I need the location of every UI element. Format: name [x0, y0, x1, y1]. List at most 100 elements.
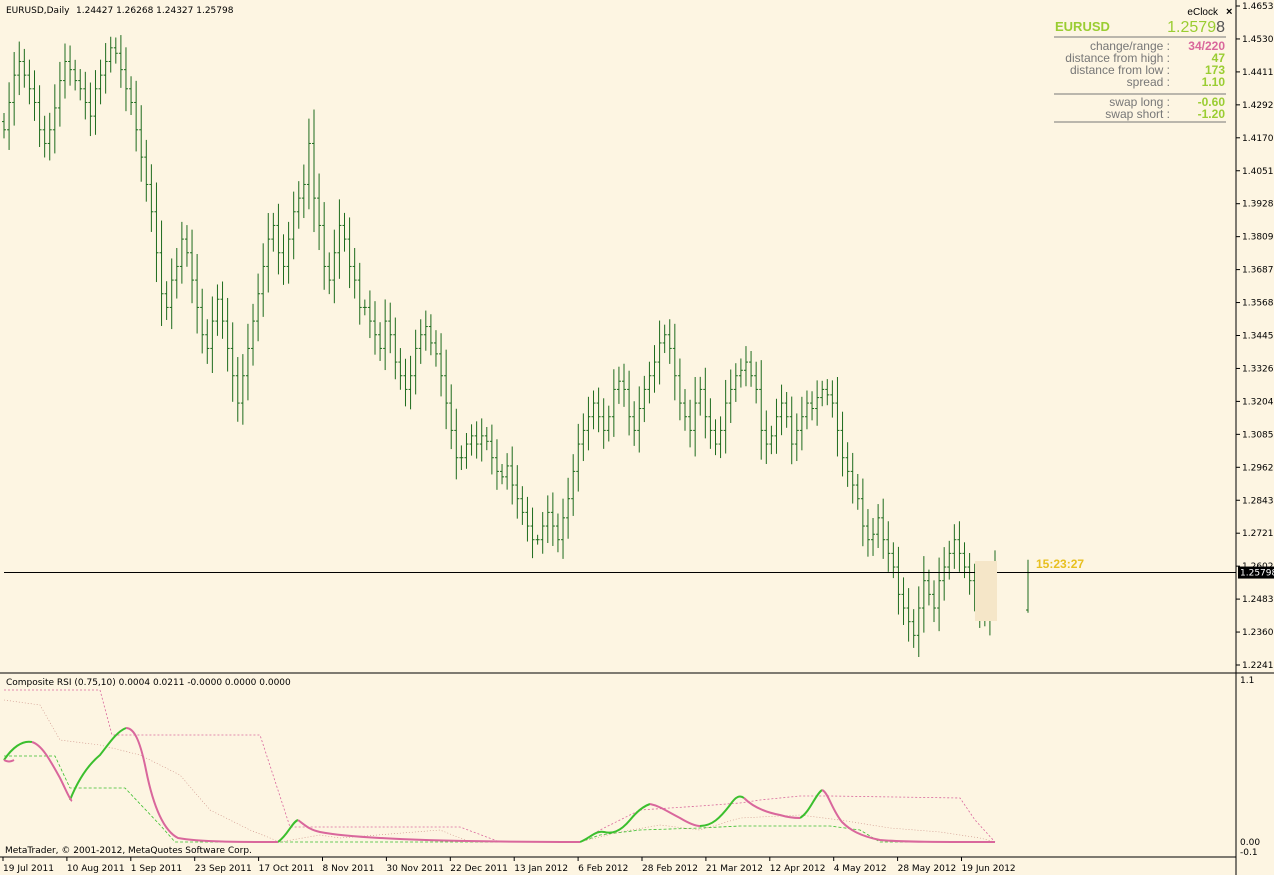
- price-bar: [698, 376, 703, 416]
- rsi-line-up: [3, 727, 823, 843]
- price-bar: [52, 84, 57, 154]
- price-bar: [764, 410, 769, 464]
- price-bar: [815, 380, 820, 426]
- price-bar: [779, 384, 784, 436]
- price-bar: [103, 43, 108, 94]
- price-bar: [83, 71, 88, 120]
- price-bar: [789, 396, 794, 465]
- price-bar: [113, 37, 118, 64]
- price-bar: [825, 379, 830, 406]
- price-bar: [784, 391, 789, 428]
- price-bar: [88, 82, 93, 137]
- price-bar: [47, 112, 52, 161]
- price-bar: [225, 297, 230, 372]
- price-bar: [667, 319, 672, 364]
- price-bar: [749, 351, 754, 387]
- price-bar: [911, 609, 916, 648]
- time-tick-label: 19 Jul 2011: [3, 864, 54, 874]
- price-bar: [240, 354, 245, 425]
- price-bar: [2, 112, 6, 139]
- price-bar: [413, 329, 418, 395]
- price-bar: [876, 504, 881, 549]
- price-bar: [525, 496, 530, 542]
- price-bar: [362, 299, 367, 316]
- price-bar: [327, 252, 332, 295]
- price-bar: [433, 330, 438, 367]
- price-bar: [622, 363, 627, 407]
- price-bar: [637, 386, 642, 453]
- price-bar: [937, 557, 942, 632]
- price-bar: [190, 229, 195, 304]
- price-bar: [169, 258, 174, 330]
- price-bar: [728, 369, 733, 423]
- price-bar: [703, 367, 708, 439]
- price-bar: [611, 369, 616, 437]
- price-bar: [672, 323, 677, 401]
- price-bar: [627, 370, 632, 436]
- price-bar: [42, 115, 47, 158]
- price-bar: [78, 69, 83, 101]
- price-bar: [388, 302, 393, 354]
- price-bar: [566, 477, 571, 539]
- price-tick-label: 1.41700: [1242, 134, 1274, 144]
- indicator-axis-bottom: -0.1: [1240, 848, 1258, 858]
- price-bar: [332, 229, 337, 304]
- price-tick-label: 1.34455: [1242, 332, 1274, 342]
- price-bar: [408, 355, 413, 410]
- price-bar: [545, 495, 550, 544]
- price-bar: [144, 139, 149, 202]
- price-bar: [57, 61, 62, 127]
- candle-highlight: [975, 561, 997, 621]
- price-tick-label: 1.38095: [1242, 233, 1274, 243]
- price-bar: [337, 199, 342, 279]
- price-bar: [855, 473, 860, 510]
- price-bar: [210, 296, 215, 374]
- price-bar: [896, 546, 901, 615]
- price-bar: [154, 182, 159, 283]
- price-bar: [677, 358, 682, 421]
- price-bar: [901, 577, 906, 625]
- price-tick-label: 1.32040: [1242, 397, 1274, 407]
- eclock-row-value: 34/220: [1188, 39, 1225, 53]
- eclock-row-label: change/range :: [1090, 39, 1170, 53]
- price-bar: [489, 424, 494, 475]
- price-bar: [723, 379, 728, 454]
- price-bar: [754, 361, 759, 404]
- price-bar: [17, 41, 22, 96]
- indicator-title: Composite RSI (0.75,10) 0.0004 0.0211 -0…: [6, 678, 291, 688]
- eclock-row-value: -1.20: [1198, 107, 1226, 121]
- price-bar: [200, 288, 205, 354]
- time-tick-label: 13 Jan 2012: [514, 864, 568, 874]
- price-bar: [449, 384, 454, 450]
- price-bar: [159, 220, 164, 326]
- price-bar: [383, 299, 388, 371]
- price-tick-label: 1.22415: [1242, 661, 1274, 671]
- price-bar: [296, 181, 301, 229]
- price-tick-label: 1.23605: [1242, 628, 1274, 638]
- eclock-swap-rows: swap long : -0.60 swap short : -1.20: [1105, 95, 1225, 121]
- price-bar: [535, 534, 540, 545]
- price-tick-label: 1.44115: [1242, 68, 1274, 78]
- rsi-line-down: [3, 727, 996, 843]
- ohlc-label: 1.24427 1.26268 1.24327 1.25798: [76, 6, 234, 16]
- time-tick-label: 21 Mar 2012: [706, 864, 763, 874]
- price-bar: [591, 390, 596, 430]
- price-bar: [7, 82, 12, 150]
- price-bar: [245, 323, 250, 401]
- price-bar: [352, 247, 357, 299]
- bar-countdown: 15:23:27: [1036, 557, 1084, 571]
- time-tick-label: 12 Apr 2012: [770, 864, 826, 874]
- price-bar: [484, 427, 489, 451]
- price-tick-label: 1.33265: [1242, 364, 1274, 374]
- indicator-axis-zero: 0.00: [1240, 838, 1260, 848]
- indicator-plot: [3, 689, 996, 843]
- price-bar: [256, 273, 261, 342]
- eclock-row-label: spread :: [1127, 75, 1170, 89]
- time-tick-label: 17 Oct 2011: [259, 864, 315, 874]
- price-bar: [469, 424, 474, 456]
- price-bar: [12, 52, 17, 126]
- time-tick-label: 1 Sep 2011: [131, 864, 182, 874]
- price-bar: [616, 366, 621, 404]
- close-icon[interactable]: ×: [1226, 6, 1232, 18]
